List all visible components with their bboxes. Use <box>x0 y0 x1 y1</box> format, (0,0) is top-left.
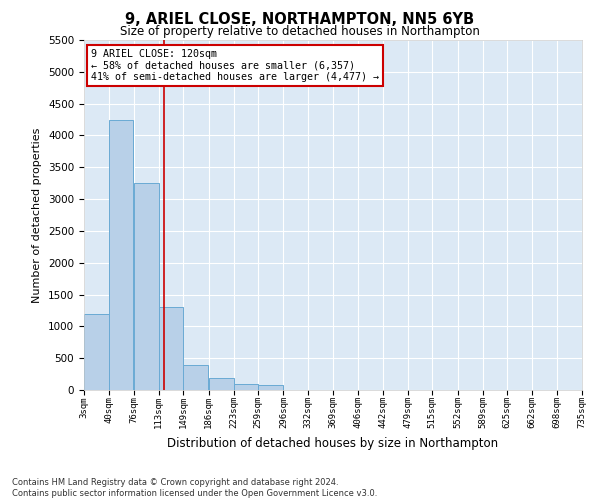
Bar <box>184 365 208 390</box>
Text: 9, ARIEL CLOSE, NORTHAMPTON, NN5 6YB: 9, ARIEL CLOSE, NORTHAMPTON, NN5 6YB <box>125 12 475 28</box>
Text: Contains HM Land Registry data © Crown copyright and database right 2024.
Contai: Contains HM Land Registry data © Crown c… <box>12 478 377 498</box>
Bar <box>234 384 258 390</box>
Bar <box>159 308 183 390</box>
Bar <box>84 314 109 390</box>
Y-axis label: Number of detached properties: Number of detached properties <box>32 128 43 302</box>
Text: 9 ARIEL CLOSE: 120sqm
← 58% of detached houses are smaller (6,357)
41% of semi-d: 9 ARIEL CLOSE: 120sqm ← 58% of detached … <box>91 49 379 82</box>
X-axis label: Distribution of detached houses by size in Northampton: Distribution of detached houses by size … <box>167 437 499 450</box>
Bar <box>209 378 233 390</box>
Text: Size of property relative to detached houses in Northampton: Size of property relative to detached ho… <box>120 25 480 38</box>
Bar <box>259 385 283 390</box>
Bar <box>109 120 133 390</box>
Bar <box>134 183 158 390</box>
